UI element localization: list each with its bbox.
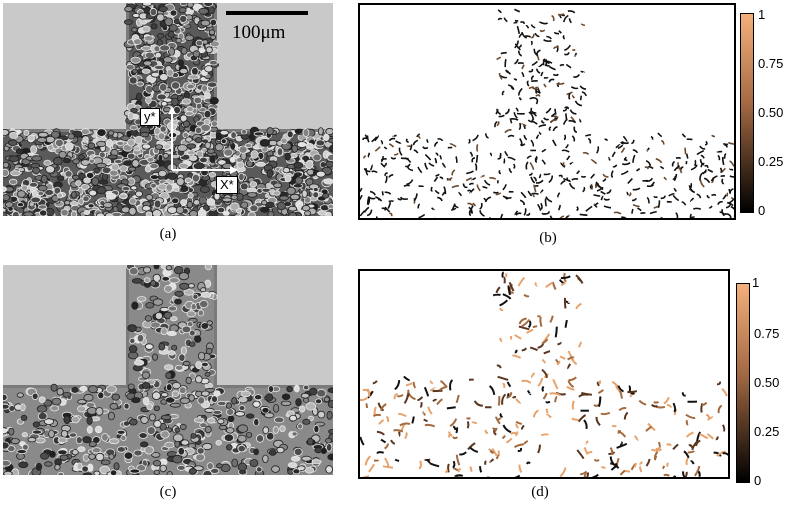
colorbar-top [740,13,754,213]
panel-d-colored-map [358,269,730,479]
cbar-top-tick-050: 0.50 [758,105,784,120]
cbar-top-tick-025: 0.25 [758,154,784,169]
caption-b: (b) [539,230,557,246]
cbar-bottom-tick-050: 0.50 [754,375,780,390]
panel-b-svg [360,8,734,218]
caption-a: (a) [159,226,177,242]
x-axis-label: X* [216,176,238,194]
panel-a-svg [3,3,333,216]
cbar-bottom-tick-0: 0 [754,473,762,488]
panel-d-svg [360,271,728,477]
caption-d: (d) [531,484,549,500]
cbar-top-tick-075: 0.75 [758,56,784,71]
cbar-top-tick-1: 1 [758,7,766,22]
coordinate-axes [168,106,238,174]
colorbar-bottom [736,283,750,483]
y-axis-label: y* [140,108,160,126]
panel-a-microscope-image [3,3,333,216]
panel-b-binarized-map [358,3,736,220]
panel-c-svg [3,265,333,475]
cbar-bottom-tick-025: 0.25 [754,424,780,439]
panel-c-microscope-image [3,265,333,475]
cbar-bottom-tick-1: 1 [752,275,760,290]
caption-c: (c) [159,484,177,500]
cbar-bottom-tick-075: 0.75 [754,326,780,341]
scale-bar [226,11,308,15]
scale-bar-label: 100μm [232,22,286,43]
cbar-top-tick-0: 0 [758,203,766,218]
